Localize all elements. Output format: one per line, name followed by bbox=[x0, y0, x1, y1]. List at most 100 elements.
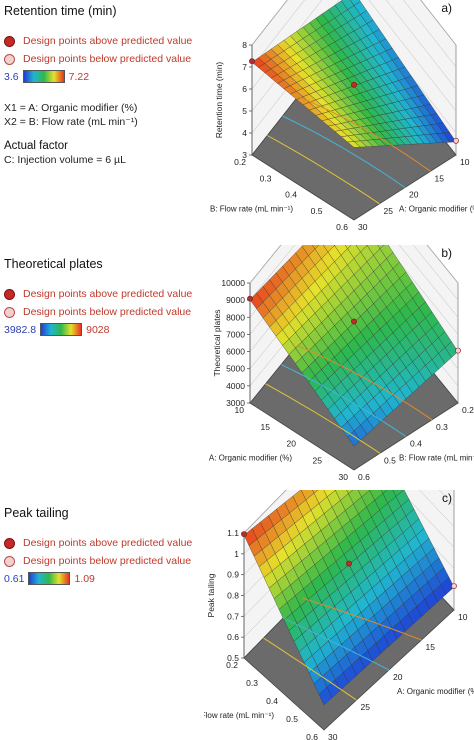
design-point bbox=[453, 137, 459, 144]
floor-tick-label: 20 bbox=[287, 439, 297, 449]
design-point bbox=[351, 318, 357, 325]
floor-tick-label: 0.3 bbox=[260, 173, 272, 183]
below-dot-icon bbox=[4, 306, 15, 318]
floor-tick-label: 10 bbox=[235, 405, 245, 415]
panel-letter: b) bbox=[441, 246, 452, 260]
z-tick-label: 5 bbox=[242, 106, 247, 116]
above-dot-icon bbox=[4, 35, 15, 47]
scale-low: 3982.8 bbox=[4, 323, 37, 336]
z-tick-label: 9000 bbox=[226, 295, 245, 305]
floor-tick-label: 0.2 bbox=[462, 405, 474, 415]
panel-title: Peak tailing bbox=[4, 506, 69, 520]
z-tick-label: 0.5 bbox=[227, 653, 239, 663]
floor-contour bbox=[282, 115, 406, 188]
floor-tick-label: 0.4 bbox=[285, 190, 297, 200]
scale-high: 1.09 bbox=[74, 572, 95, 585]
z-tick-label: 4000 bbox=[226, 381, 245, 391]
z-axis-label: Peak tailing bbox=[206, 573, 216, 617]
floor-tick-label: 0.5 bbox=[384, 455, 396, 465]
z-axis-label: Retention time (min) bbox=[214, 62, 224, 139]
design-point bbox=[455, 347, 461, 354]
floor-tick-label: 0.6 bbox=[306, 732, 318, 740]
color-scale: 0.61 1.09 bbox=[4, 572, 204, 585]
response-surface bbox=[243, 490, 455, 706]
z-tick-label: 6000 bbox=[226, 347, 245, 357]
x-axis-label: A: Organic modifier (%) bbox=[209, 454, 292, 463]
floor-tick-label: 20 bbox=[393, 672, 403, 682]
floor-contour bbox=[296, 344, 433, 421]
y-axis-label: B: Flow rate (mL min⁻¹) bbox=[399, 454, 474, 463]
x-axis-label: A: Organic modifier (%) bbox=[399, 205, 474, 214]
z-tick-label: 8000 bbox=[226, 312, 245, 322]
design-point bbox=[451, 583, 457, 589]
color-scale: 3.6 7.22 bbox=[4, 70, 204, 83]
floor-tick-label: 0.3 bbox=[436, 422, 448, 432]
panel-letter: c) bbox=[442, 491, 452, 505]
z-tick-label: 7000 bbox=[226, 329, 245, 339]
floor-contour bbox=[297, 96, 431, 172]
floor-tick-label: 15 bbox=[261, 422, 271, 432]
z-tick-label: 8 bbox=[242, 40, 247, 50]
above-dot-icon bbox=[4, 537, 15, 549]
floor-tick-label: 20 bbox=[409, 190, 419, 200]
legend-above: Design points above predicted value bbox=[4, 32, 204, 50]
legend-c: Peak tailing Design points above predict… bbox=[4, 506, 204, 585]
floor-contour bbox=[267, 135, 380, 205]
floor-tick-label: 0.5 bbox=[286, 714, 298, 724]
z-tick-label: 7 bbox=[242, 62, 247, 72]
floor-tick-label: 15 bbox=[426, 642, 436, 652]
actual-factor-value: C: Injection volume = 6 µL bbox=[4, 154, 126, 166]
surface-cell bbox=[347, 141, 361, 148]
floor-tick-label: 10 bbox=[460, 157, 470, 167]
design-point bbox=[346, 560, 352, 567]
z-tick-label: 3 bbox=[242, 150, 247, 160]
below-dot-icon bbox=[4, 555, 15, 567]
z-tick-label: 10000 bbox=[221, 278, 245, 288]
z-tick-label: 0.6 bbox=[227, 632, 239, 642]
floor-tick-label: 0.4 bbox=[410, 439, 422, 449]
panel-title: Theoretical plates bbox=[4, 257, 103, 271]
floor-tick-label: 10 bbox=[458, 612, 468, 622]
panel-title: Retention time (min) bbox=[4, 4, 117, 18]
floor-tick-label: 25 bbox=[361, 702, 371, 712]
legend-below-label: Design points below predicted value bbox=[23, 53, 192, 65]
legend-b: Theoretical plates Design points above p… bbox=[4, 257, 204, 336]
scale-high: 9028 bbox=[86, 323, 110, 336]
response-surface bbox=[251, 0, 457, 148]
floor-tick-label: 25 bbox=[384, 206, 394, 216]
floor-tick-label: 0.3 bbox=[246, 678, 258, 688]
z-tick-label: 6 bbox=[242, 84, 247, 94]
surface-plot-a: 3 4 5 6 7 8 Retention time (min) 0.2 0.3 0.4 0.5 0.… bbox=[210, 0, 474, 232]
floor-contour bbox=[265, 383, 381, 454]
floor-tick-label: 30 bbox=[358, 222, 368, 232]
floor-tick-label: 0.2 bbox=[226, 660, 238, 670]
wall-gridline bbox=[251, 0, 457, 46]
x-axis-label: A: Organic modifier (%) bbox=[397, 687, 474, 696]
legend-below-label: Design points below predicted value bbox=[23, 555, 192, 567]
floor-contour bbox=[263, 637, 357, 701]
y-axis-label: B: Flow rate (mL min⁻¹) bbox=[204, 711, 274, 720]
z-tick-label: 4 bbox=[242, 128, 247, 138]
legend-above: Design points above predicted value bbox=[4, 285, 204, 303]
panel-a: Retention time (min) Design points above… bbox=[0, 0, 474, 245]
scale-low: 0.61 bbox=[4, 572, 25, 585]
z-tick-label: 0.9 bbox=[227, 570, 239, 580]
surface-cell bbox=[318, 686, 333, 706]
design-point bbox=[351, 81, 357, 88]
surface-plot-c: 0.5 0.6 0.7 0.8 0.9 1 1.1 Peak tailing 0.2 0.3 0.4… bbox=[204, 490, 474, 740]
wall-gridline bbox=[249, 245, 459, 301]
panel-b: Theoretical plates Design points above p… bbox=[0, 245, 474, 490]
panel-c: Peak tailing Design points above predict… bbox=[0, 490, 474, 740]
below-dot-icon bbox=[4, 53, 15, 65]
legend-below: Design points below predicted value bbox=[4, 552, 204, 570]
z-tick-label: 1 bbox=[234, 549, 239, 559]
z-tick-label: 0.8 bbox=[227, 591, 239, 601]
scale-bar bbox=[28, 572, 71, 585]
actual-factor-heading: Actual factor bbox=[4, 140, 68, 152]
scale-low: 3.6 bbox=[4, 70, 19, 83]
floor-tick-label: 0.5 bbox=[311, 206, 323, 216]
scale-high: 7.22 bbox=[68, 70, 90, 83]
legend-below: Design points below predicted value bbox=[4, 303, 204, 321]
factor-notes: X1 = A: Organic modifier (%) X2 = B: Flo… bbox=[4, 101, 204, 167]
scale-bar bbox=[22, 70, 65, 83]
